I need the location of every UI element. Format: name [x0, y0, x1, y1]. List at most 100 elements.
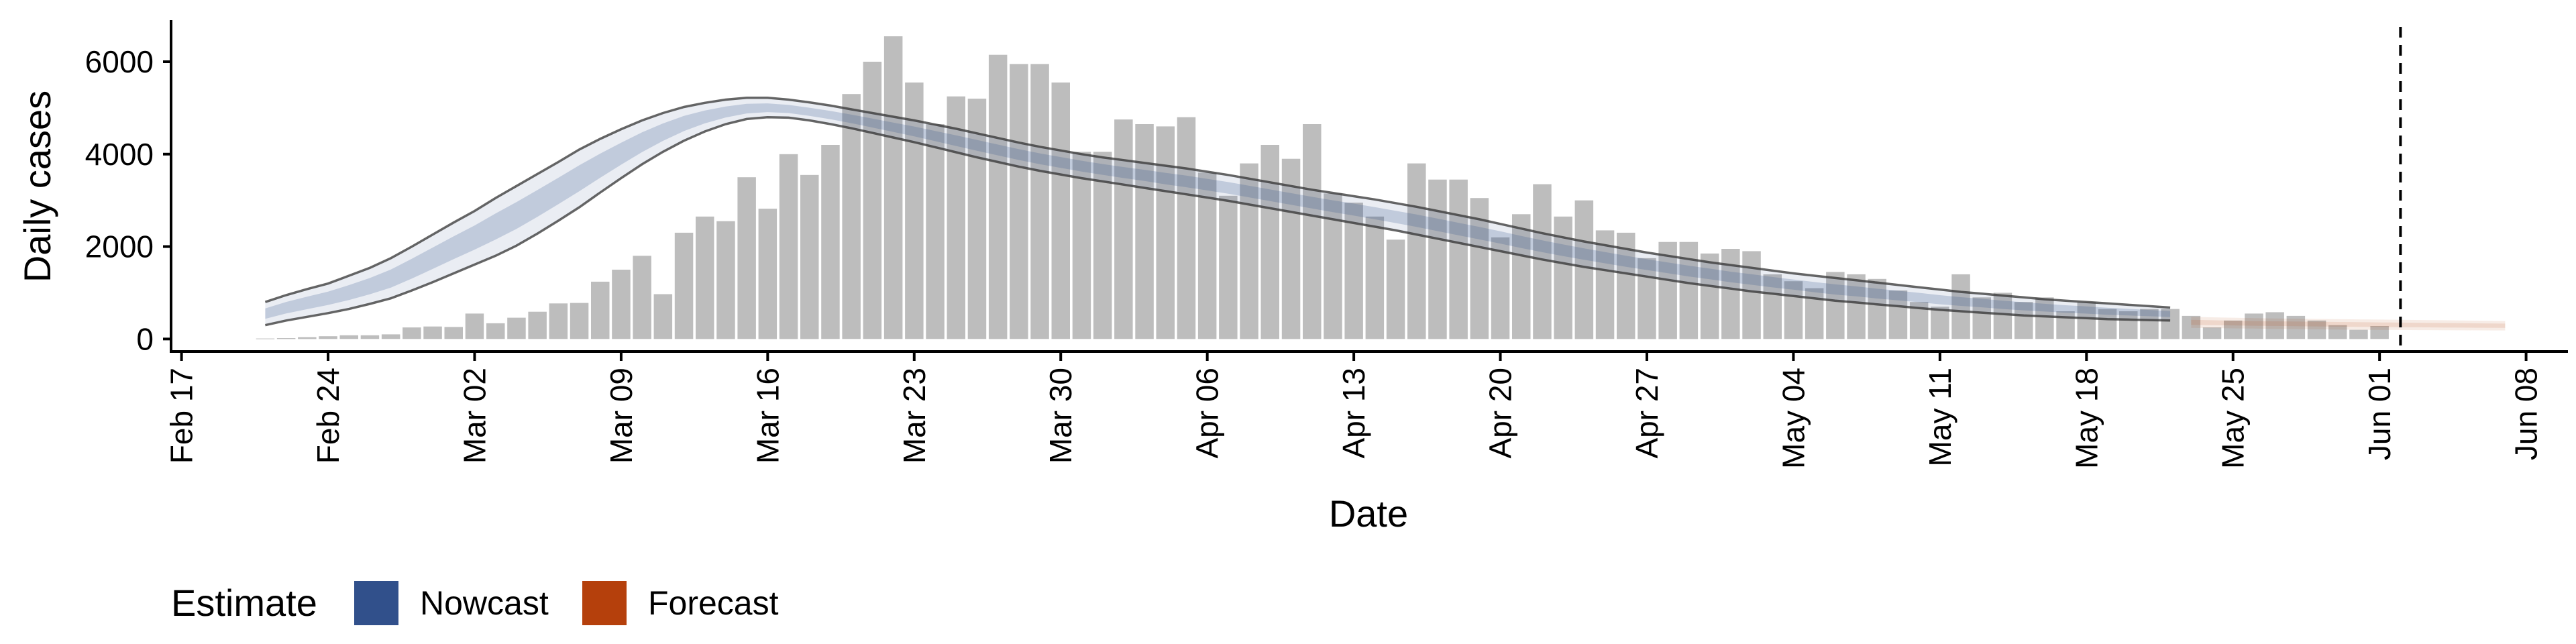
bar-day-59	[1491, 237, 1510, 339]
legend: Estimate Nowcast Forecast	[171, 581, 779, 625]
bar-day-8	[423, 326, 442, 339]
x-tick-label-3: Mar 09	[604, 368, 639, 464]
bar-day-69	[1700, 253, 1719, 339]
y-tick-label-4000: 4000	[85, 137, 154, 172]
bar-day-96	[2265, 312, 2284, 339]
legend-label-nowcast: Nowcast	[420, 584, 549, 622]
bar-day-22	[716, 221, 735, 339]
x-tick-label-8: Apr 13	[1336, 368, 1371, 459]
bar-day-83	[1993, 292, 2012, 339]
x-tick-label-10: Apr 27	[1629, 368, 1664, 459]
bar-day-34	[967, 99, 987, 339]
x-tick-label-16: Jun 08	[2509, 368, 2544, 460]
bar-day-27	[821, 145, 840, 339]
bar-day-87	[2077, 302, 2096, 339]
bar-day-52	[1344, 203, 1363, 339]
y-tick-label-2000: 2000	[85, 229, 154, 264]
x-axis: Feb 17 Feb 24 Mar 02 Mar 09 Mar 16 Mar 23 Mar …	[164, 350, 2568, 469]
x-tick-label-5: Mar 23	[897, 368, 932, 464]
bar-day-5	[360, 335, 380, 339]
bar-day-93	[2202, 327, 2222, 339]
bar-day-49	[1281, 158, 1301, 339]
bar-day-57	[1449, 179, 1468, 339]
bar-day-21	[696, 216, 714, 339]
y-axis: 0 2000 4000 6000	[85, 20, 172, 356]
x-tick-label-7: Apr 06	[1190, 368, 1225, 459]
bar-day-32	[926, 124, 945, 339]
bar-day-66	[1638, 258, 1656, 339]
x-tick-label-4: Mar 16	[750, 368, 785, 464]
bar-day-17	[612, 270, 631, 339]
bar-day-46	[1219, 195, 1238, 339]
bar-day-95	[2245, 313, 2263, 339]
bar-day-35	[988, 54, 1008, 339]
bar-day-75	[1826, 272, 1845, 339]
bar-day-70	[1721, 249, 1740, 339]
bar-day-92	[2182, 315, 2201, 339]
bar-day-30	[883, 36, 903, 339]
bar-day-68	[1679, 241, 1699, 339]
bar-day-89	[2119, 311, 2138, 339]
bar-day-45	[1197, 172, 1217, 339]
bar-day-73	[1784, 281, 1803, 339]
bar-day-91	[2161, 309, 2180, 339]
bar-day-23	[737, 177, 756, 339]
bar-day-41	[1114, 119, 1133, 339]
bar-day-71	[1742, 251, 1761, 339]
y-tick-label-0: 0	[136, 321, 154, 356]
bar-day-14	[549, 303, 568, 339]
bar-day-67	[1658, 241, 1677, 339]
legend-swatch-nowcast	[354, 581, 398, 625]
bar-day-77	[1868, 278, 1886, 339]
bar-day-60	[1512, 214, 1531, 339]
bar-day-94	[2224, 320, 2243, 339]
bar-day-99	[2328, 325, 2347, 339]
bar-day-63	[1574, 200, 1594, 339]
bar-day-72	[1763, 274, 1782, 339]
bar-day-98	[2307, 320, 2326, 339]
bar-day-54	[1386, 239, 1405, 339]
bar-day-15	[570, 303, 589, 339]
bar-day-78	[1888, 290, 1908, 339]
nowcast-upper-line	[264, 96, 2171, 309]
x-tick-label-2: Mar 02	[458, 368, 492, 464]
bar-day-55	[1407, 163, 1426, 339]
bar-day-42	[1135, 124, 1154, 339]
x-tick-label-15: Jun 01	[2362, 368, 2397, 460]
bar-day-7	[402, 327, 421, 339]
x-tick-label-1: Feb 24	[311, 368, 345, 464]
bar-day-47	[1240, 163, 1258, 339]
bar-day-9	[444, 327, 463, 339]
bar-day-13	[528, 311, 547, 339]
bar-day-90	[2140, 309, 2159, 339]
bar-day-84	[2014, 302, 2033, 339]
bar-day-44	[1177, 117, 1196, 339]
ribbon-series	[265, 97, 2506, 331]
x-tick-label-12: May 11	[1923, 368, 1957, 466]
bar-day-12	[507, 317, 526, 339]
bar-day-37	[1030, 64, 1049, 339]
bar-day-38	[1051, 83, 1070, 339]
legend-label-forecast: Forecast	[648, 584, 779, 622]
x-tick-label-9: Apr 20	[1483, 368, 1518, 459]
y-tick-label-6000: 6000	[85, 44, 154, 79]
estimate-lines	[264, 96, 2171, 327]
bar-day-82	[1972, 297, 1991, 339]
bar-day-20	[674, 232, 694, 339]
legend-swatch-forecast	[582, 581, 627, 625]
legend-title: Estimate	[171, 582, 317, 624]
bar-day-56	[1428, 179, 1447, 339]
bar-day-43	[1156, 126, 1175, 339]
bar-day-24	[758, 209, 777, 339]
bar-day-1	[276, 338, 296, 339]
bar-day-50	[1303, 124, 1322, 339]
bar-day-3	[319, 336, 337, 339]
bar-day-85	[2035, 297, 2054, 339]
bar-day-11	[486, 323, 505, 339]
bar-day-4	[339, 335, 358, 339]
bar-day-64	[1595, 230, 1615, 339]
bar-day-29	[863, 62, 882, 339]
bar-day-33	[947, 96, 965, 339]
nowcast-outer-ribbon	[265, 97, 2171, 325]
